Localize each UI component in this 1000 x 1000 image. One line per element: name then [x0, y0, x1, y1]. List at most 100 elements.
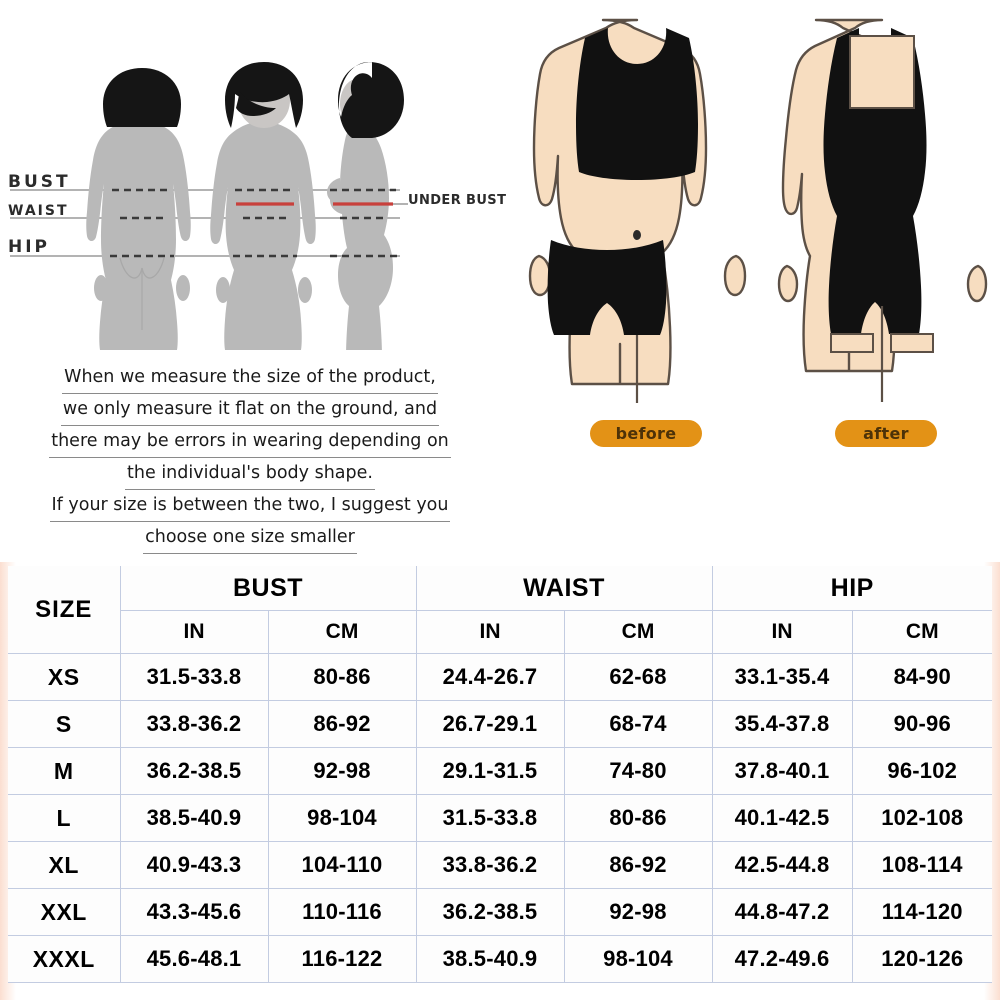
bodysuit-leg-hem-right — [890, 333, 934, 353]
cell-waist-cm: 92-98 — [563, 888, 713, 936]
measurement-diagram: BUST WAIST HIP UNDER BUST — [0, 0, 510, 350]
table-row: L 38.5-40.9 98-104 31.5-33.8 80-86 40.1-… — [8, 794, 993, 842]
table-row: XXL 43.3-45.6 110-116 36.2-38.5 92-98 44… — [8, 888, 993, 936]
cell-size: S — [8, 700, 121, 748]
header-group-hip: HIP — [711, 566, 993, 611]
table-row: XL 40.9-43.3 104-110 33.8-36.2 86-92 42.… — [8, 841, 993, 889]
disclaimer-line-1: When we measure the size of the product, — [0, 362, 500, 394]
cell-bust-cm: 86-92 — [267, 700, 417, 748]
table-header-row-groups: SIZE BUST WAIST HIP — [8, 566, 993, 654]
cell-size: XXXL — [8, 935, 121, 983]
hair-front — [225, 62, 303, 128]
cell-waist-cm: 80-86 — [563, 794, 713, 842]
cell-bust-in: 33.8-36.2 — [119, 700, 269, 748]
cell-hip-in: 33.1-35.4 — [711, 653, 853, 701]
cell-hip-in: 44.8-47.2 — [711, 888, 853, 936]
bodysuit-leg-hem-left — [830, 333, 874, 353]
neckline — [849, 35, 915, 109]
cell-hip-cm: 84-90 — [851, 653, 993, 701]
header-size: SIZE — [8, 566, 121, 654]
header-waist-in: IN — [415, 610, 565, 654]
cell-waist-in: 33.8-36.2 — [415, 841, 565, 889]
figure-after-svg — [777, 18, 988, 402]
cell-bust-cm: 80-86 — [267, 653, 417, 701]
table-row: XS 31.5-33.8 80-86 24.4-26.7 62-68 33.1-… — [8, 653, 993, 701]
cell-bust-cm: 110-116 — [267, 888, 417, 936]
cell-waist-in: 36.2-38.5 — [415, 888, 565, 936]
cell-size: XS — [8, 653, 121, 701]
table-row: XXXL 45.6-48.1 116-122 38.5-40.9 98-104 … — [8, 935, 993, 983]
cell-bust-in: 40.9-43.3 — [119, 841, 269, 889]
cell-hip-in: 37.8-40.1 — [711, 747, 853, 795]
figure-side-view — [327, 62, 404, 350]
size-chart-table: SIZE BUST WAIST HIP IN CM IN CM IN CM XS… — [8, 566, 993, 983]
label-bust: BUST — [8, 172, 71, 192]
cell-bust-in: 36.2-38.5 — [119, 747, 269, 795]
cell-bust-in: 43.3-45.6 — [119, 888, 269, 936]
cell-waist-in: 24.4-26.7 — [415, 653, 565, 701]
label-hip: HIP — [8, 237, 51, 257]
hair-side — [338, 62, 404, 138]
table-row: S 33.8-36.2 86-92 26.7-29.1 68-74 35.4-3… — [8, 700, 993, 748]
garment-shorts — [547, 240, 667, 335]
table-header-row-units: IN CM IN CM IN CM — [8, 610, 993, 654]
cell-size: L — [8, 794, 121, 842]
label-waist: WAIST — [8, 203, 69, 219]
cell-hip-cm: 90-96 — [851, 700, 993, 748]
disclaimer-line-4: the individual's body shape. — [0, 458, 500, 490]
cell-bust-cm: 98-104 — [267, 794, 417, 842]
figure-after — [775, 8, 990, 413]
cell-waist-cm: 62-68 — [563, 653, 713, 701]
cell-size: M — [8, 747, 121, 795]
figure-back-view — [86, 68, 191, 350]
cell-hip-in: 42.5-44.8 — [711, 841, 853, 889]
cell-waist-in: 31.5-33.8 — [415, 794, 565, 842]
cell-hip-in: 35.4-37.8 — [711, 700, 853, 748]
header-hip-cm: CM — [851, 610, 993, 654]
table-row: M 36.2-38.5 92-98 29.1-31.5 74-80 37.8-4… — [8, 747, 993, 795]
cell-hip-in: 47.2-49.6 — [711, 935, 853, 983]
cell-hip-cm: 108-114 — [851, 841, 993, 889]
cell-hip-in: 40.1-42.5 — [711, 794, 853, 842]
header-bust-cm: CM — [267, 610, 417, 654]
disclaimer-line-6: choose one size smaller — [0, 522, 500, 554]
cell-waist-cm: 68-74 — [563, 700, 713, 748]
cell-bust-cm: 92-98 — [267, 747, 417, 795]
table-body: XS 31.5-33.8 80-86 24.4-26.7 62-68 33.1-… — [8, 653, 993, 983]
figure-before-svg — [528, 18, 747, 403]
cell-waist-in: 26.7-29.1 — [415, 700, 565, 748]
hair-back — [103, 68, 181, 127]
header-waist-cm: CM — [563, 610, 713, 654]
measurement-diagram-svg — [10, 62, 408, 350]
cell-hip-cm: 96-102 — [851, 747, 993, 795]
cell-bust-cm: 104-110 — [267, 841, 417, 889]
cell-size: XL — [8, 841, 121, 889]
cell-bust-in: 45.6-48.1 — [119, 935, 269, 983]
disclaimer-line-5: If your size is between the two, I sugge… — [0, 490, 500, 522]
cell-waist-in: 38.5-40.9 — [415, 935, 565, 983]
badge-after: after — [835, 420, 937, 447]
figure-before — [515, 8, 760, 413]
garment-sports-bra — [576, 28, 698, 180]
header-group-bust: BUST — [119, 566, 417, 611]
disclaimer-line-3: there may be errors in wearing depending… — [0, 426, 500, 458]
header-hip-in: IN — [711, 610, 853, 654]
size-table-section: SIZE BUST WAIST HIP IN CM IN CM IN CM XS… — [0, 562, 1000, 1000]
label-under-bust: UNDER BUST — [408, 193, 507, 208]
before-after-comparison: before after — [505, 0, 1000, 460]
cell-hip-cm: 120-126 — [851, 935, 993, 983]
cell-hip-cm: 114-120 — [851, 888, 993, 936]
cell-size: XXL — [8, 888, 121, 936]
navel — [633, 230, 641, 240]
badge-before: before — [590, 420, 702, 447]
header-bust-in: IN — [120, 610, 269, 654]
cell-bust-in: 31.5-33.8 — [119, 653, 269, 701]
cell-waist-cm: 98-104 — [563, 935, 713, 983]
disclaimer-line-2: we only measure it flat on the ground, a… — [0, 394, 500, 426]
cell-waist-in: 29.1-31.5 — [415, 747, 565, 795]
cell-hip-cm: 102-108 — [851, 794, 993, 842]
cell-waist-cm: 74-80 — [563, 747, 713, 795]
header-group-waist: WAIST — [415, 566, 713, 611]
cell-waist-cm: 86-92 — [563, 841, 713, 889]
disclaimer-text: When we measure the size of the product,… — [0, 362, 500, 554]
